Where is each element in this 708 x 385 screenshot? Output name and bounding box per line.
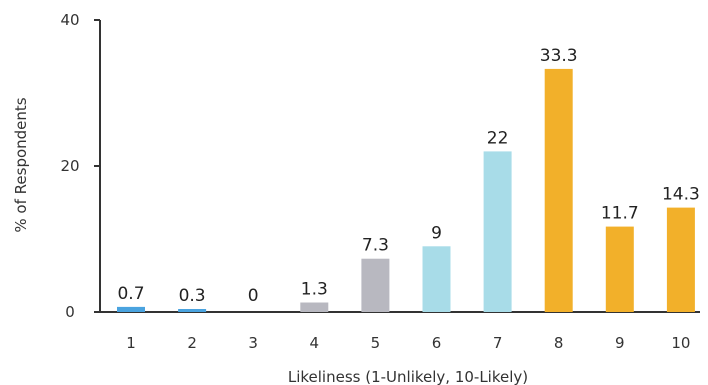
y-tick-label: 20 (60, 157, 79, 175)
bar-5 (361, 258, 390, 312)
x-tick-label-10: 10 (671, 334, 690, 352)
data-label-8: 33.3 (540, 46, 578, 66)
data-label-4: 1.3 (301, 280, 328, 300)
data-label-5: 7.3 (362, 236, 389, 256)
bar-10 (666, 207, 695, 312)
bar-9 (605, 226, 634, 312)
data-label-1: 0.7 (117, 284, 144, 304)
bar-4 (300, 302, 329, 312)
bar-2 (178, 309, 207, 312)
data-label-7: 22 (487, 128, 509, 148)
bar-7 (483, 151, 512, 312)
bar-1 (117, 306, 145, 312)
data-label-6: 9 (431, 223, 442, 243)
bar-6 (422, 246, 451, 312)
x-tick-label-7: 7 (493, 334, 503, 352)
x-tick-label-4: 4 (310, 334, 320, 352)
x-tick-label-8: 8 (554, 334, 564, 352)
y-axis-title: % of Respondents (12, 97, 30, 232)
x-tick-label-2: 2 (187, 334, 197, 352)
data-label-2: 0.3 (179, 286, 206, 306)
data-label-3: 0 (248, 286, 259, 306)
x-tick-label-9: 9 (615, 334, 625, 352)
x-tick-label-3: 3 (248, 334, 258, 352)
x-tick-label-1: 1 (126, 334, 136, 352)
y-tick-label: 0 (65, 303, 75, 321)
data-label-9: 11.7 (601, 204, 639, 224)
chart-marks: 020400.710.32031.347.359622733.3811.7914… (60, 11, 699, 352)
x-axis-title: Likeliness (1-Unlikely, 10-Likely) (288, 368, 528, 385)
y-tick-label: 40 (60, 11, 79, 29)
data-label-10: 14.3 (662, 185, 700, 205)
x-tick-label-5: 5 (371, 334, 381, 352)
bar-8 (544, 68, 573, 312)
x-tick-label-6: 6 (432, 334, 442, 352)
